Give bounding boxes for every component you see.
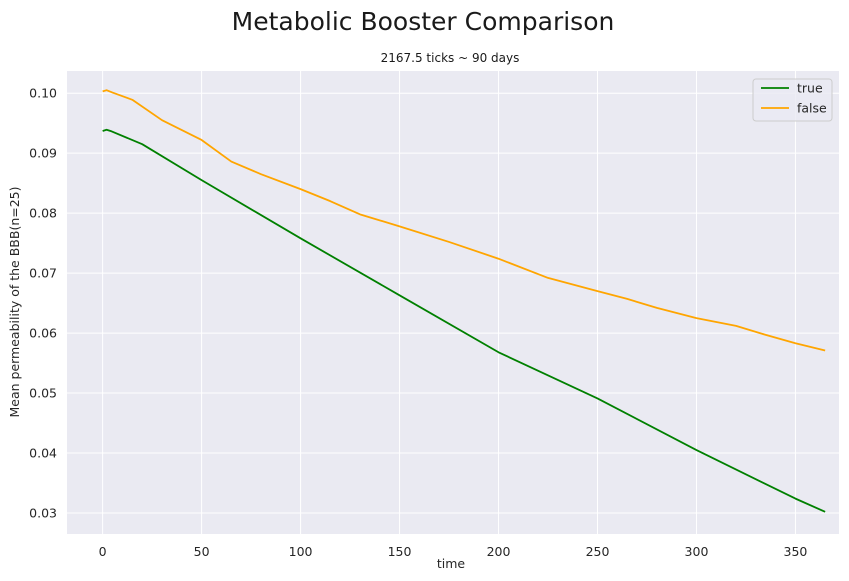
legend: true false	[752, 78, 833, 122]
legend-box	[752, 78, 833, 122]
legend-label-true: true	[797, 81, 823, 96]
x-tick-labels: 0 50 100 150 200 250 300 350	[99, 544, 808, 559]
x-tick-label: 150	[388, 544, 412, 559]
y-tick-label: 0.10	[29, 86, 57, 101]
series-line-true	[102, 128, 826, 513]
y-tick-label: 0.05	[29, 386, 57, 401]
y-axis-label: Mean permeability of the BBB(n=25)	[7, 186, 22, 417]
y-tick-label: 0.04	[29, 446, 57, 461]
series-line-false	[102, 89, 826, 352]
x-tick-label: 0	[99, 544, 107, 559]
x-axis-label: time	[437, 556, 466, 571]
plot-area	[67, 71, 839, 534]
y-tick-label: 0.07	[29, 266, 57, 281]
y-tick-label: 0.06	[29, 326, 57, 341]
x-tick-label: 250	[586, 544, 610, 559]
y-tick-labels: 0.03 0.04 0.05 0.06 0.07 0.08 0.09 0.10	[29, 86, 57, 521]
y-tick-label: 0.09	[29, 146, 57, 161]
x-tick-label: 200	[487, 544, 511, 559]
x-tick-label: 350	[784, 544, 808, 559]
grid-lines	[67, 71, 839, 534]
x-tick-label: 300	[685, 544, 709, 559]
y-tick-label: 0.03	[29, 506, 57, 521]
chart-subtitle: 2167.5 ticks ~ 90 days	[381, 51, 520, 65]
legend-label-false: false	[797, 101, 827, 116]
chart-title: Metabolic Booster Comparison	[232, 7, 615, 36]
x-tick-label: 100	[289, 544, 313, 559]
x-tick-label: 50	[194, 544, 210, 559]
series-layer	[102, 89, 826, 513]
y-tick-label: 0.08	[29, 206, 57, 221]
